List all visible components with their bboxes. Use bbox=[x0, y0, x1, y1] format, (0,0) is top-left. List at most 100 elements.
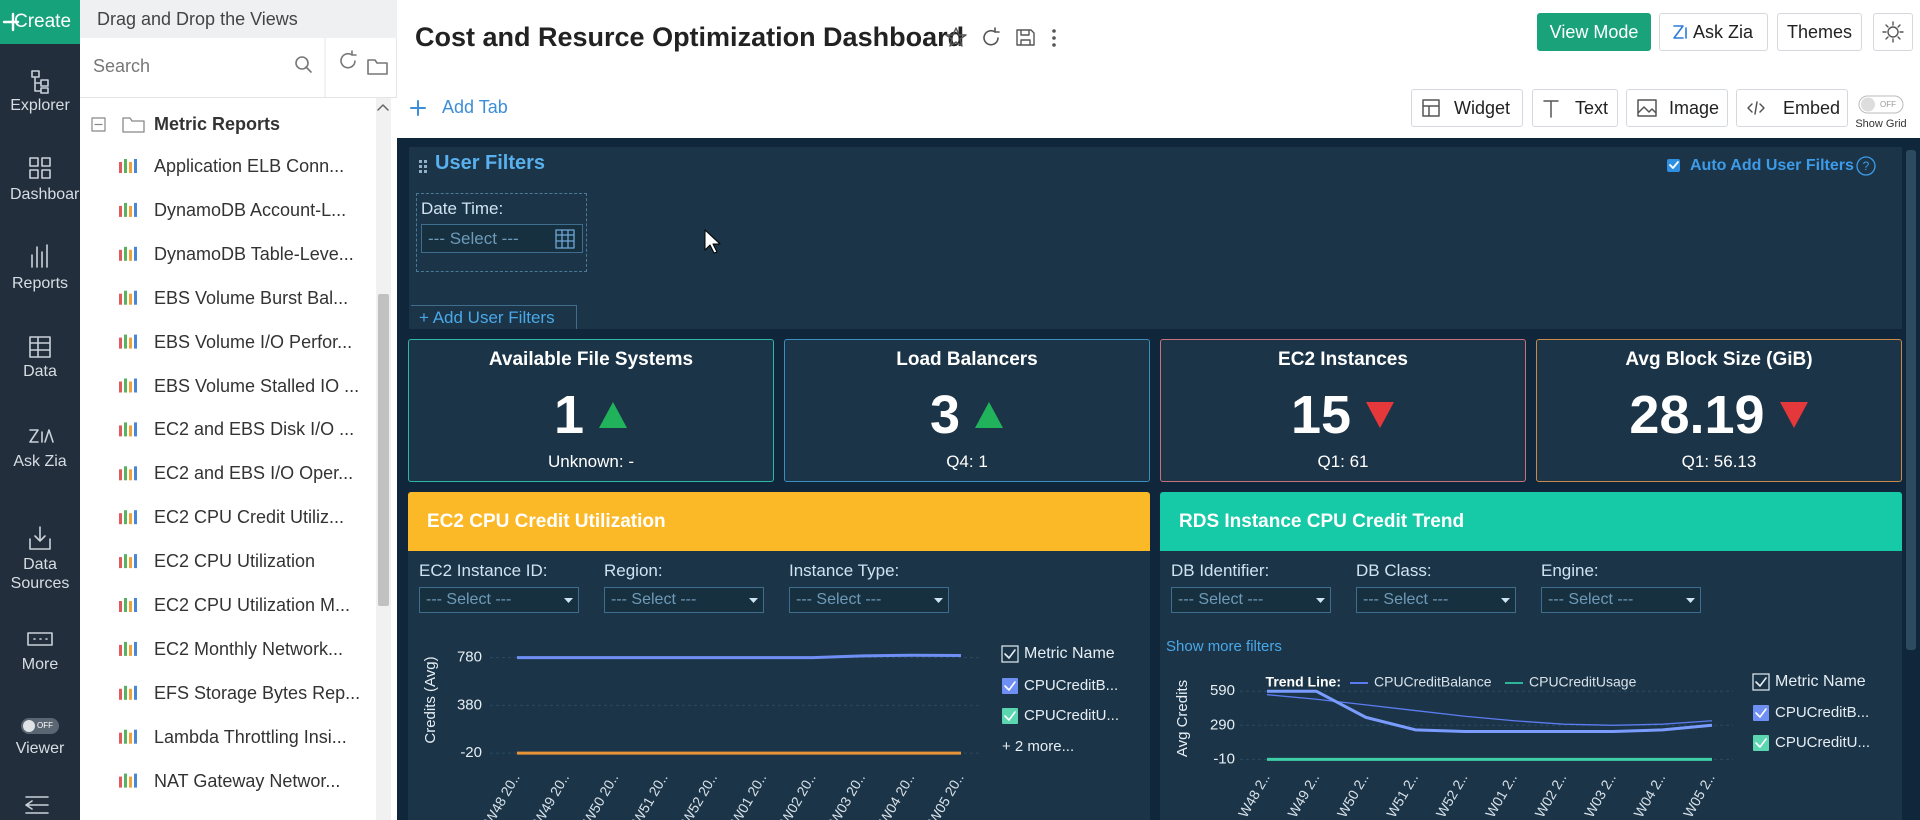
report-icon-bar bbox=[124, 598, 127, 612]
header-button[interactable]: Themes bbox=[1777, 13, 1862, 51]
report-icon-bar bbox=[129, 205, 132, 217]
report-icon-bar bbox=[134, 334, 137, 349]
report-item[interactable]: EC2 Monthly Network... bbox=[154, 638, 344, 659]
filter-label: Instance Type: bbox=[789, 561, 900, 580]
filter-select[interactable]: --- Select --- bbox=[1356, 587, 1516, 613]
header-button[interactable]: Ask Zia bbox=[1659, 13, 1768, 51]
report-icon-bar bbox=[119, 644, 122, 656]
filter-select[interactable]: --- Select --- bbox=[604, 587, 764, 613]
report-item[interactable]: DynamoDB Table-Leve... bbox=[154, 243, 354, 264]
report-icon-bar bbox=[129, 381, 132, 393]
add-user-filter[interactable]: + Add User Filters bbox=[411, 305, 577, 329]
report-icon-bar bbox=[119, 688, 122, 700]
grid-toggle-text: OFF bbox=[1880, 100, 1896, 109]
report-icon-bar bbox=[119, 293, 122, 305]
report-icon-bar bbox=[119, 732, 122, 744]
kpi-trend-arrow bbox=[599, 402, 628, 428]
more-dot bbox=[1052, 43, 1056, 47]
add-tab-icon bbox=[410, 100, 426, 116]
report-item[interactable]: Application ELB Conn... bbox=[154, 156, 345, 176]
kpi-trend-triangle bbox=[1779, 402, 1808, 428]
report-icon-bar bbox=[134, 554, 137, 569]
search-input[interactable]: Search bbox=[93, 56, 150, 77]
report-icon-bar bbox=[134, 685, 137, 700]
kpi-value-row: 1 bbox=[408, 385, 774, 445]
kpi-title: Load Balancers bbox=[896, 349, 1038, 370]
report-item[interactable]: EC2 CPU Utilization M... bbox=[154, 595, 351, 615]
auto-add-label[interactable]: Auto Add User Filters bbox=[1690, 157, 1854, 174]
report-icon-bar bbox=[119, 469, 122, 481]
report-icon-bar bbox=[134, 202, 137, 217]
report-item[interactable]: EFS Storage Bytes Rep... bbox=[154, 682, 361, 703]
nav-item[interactable]: More bbox=[21, 656, 59, 673]
save-icon bbox=[1016, 29, 1035, 46]
nav-item[interactable]: Dashboards bbox=[10, 186, 80, 203]
toolbar-button[interactable]: Embed bbox=[1736, 89, 1848, 127]
nav-item[interactable]: Data Sources bbox=[10, 556, 70, 592]
report-icon-bar bbox=[134, 246, 137, 261]
canvas-scrollbar[interactable] bbox=[1906, 150, 1916, 650]
report-icon-bar bbox=[134, 422, 137, 437]
nav-item[interactable]: Explorer bbox=[10, 97, 70, 114]
date-select-text: --- Select --- bbox=[428, 229, 519, 248]
settings-button[interactable] bbox=[1873, 13, 1913, 51]
report-item[interactable]: Lambda Throttling Insi... bbox=[154, 726, 347, 747]
report-item[interactable]: EBS Volume I/O Perfor... bbox=[154, 331, 353, 352]
nav-item[interactable]: Reports bbox=[11, 275, 69, 292]
report-icon-bar bbox=[129, 249, 132, 261]
report-icon-bar bbox=[124, 510, 127, 525]
kpi-trend-arrow bbox=[1366, 402, 1395, 428]
filter-select[interactable]: --- Select --- bbox=[789, 587, 949, 613]
toolbar-button[interactable]: Text bbox=[1532, 89, 1618, 127]
report-icon-bar bbox=[129, 776, 132, 788]
kpi-value: 1 bbox=[553, 385, 585, 445]
report-icon-bar bbox=[124, 554, 127, 569]
explorer-title: Drag and Drop the Views bbox=[97, 9, 298, 29]
nav-bar bbox=[0, 0, 80, 820]
filter-label: Region: bbox=[604, 561, 663, 580]
filter-select[interactable]: --- Select --- bbox=[1541, 587, 1701, 613]
kpi-title: EC2 Instances bbox=[1278, 349, 1408, 370]
report-icon-bar bbox=[129, 644, 132, 656]
create-button[interactable]: Create bbox=[0, 0, 80, 44]
filter-label: DB Class: bbox=[1356, 561, 1432, 580]
kpi-sub: Unknown: - bbox=[548, 452, 634, 471]
report-item[interactable]: NAT Gateway Networ... bbox=[154, 770, 341, 791]
report-item[interactable]: EC2 and EBS Disk I/O ... bbox=[154, 419, 355, 440]
nav-item[interactable]: Data bbox=[23, 363, 57, 380]
report-item[interactable]: EC2 CPU Credit Utiliz... bbox=[154, 507, 345, 528]
more-filters-link[interactable]: Show more filters bbox=[1166, 638, 1282, 655]
widget-header bbox=[1160, 492, 1902, 551]
report-item[interactable]: EC2 and EBS I/O Oper... bbox=[154, 463, 354, 484]
filter-select[interactable]: --- Select --- bbox=[1171, 587, 1331, 613]
report-icon-bar bbox=[124, 729, 127, 744]
report-icon-bar bbox=[134, 159, 137, 173]
add-tab[interactable]: Add Tab bbox=[442, 97, 508, 117]
report-item[interactable]: EC2 CPU Utilization bbox=[154, 551, 316, 572]
report-item[interactable]: EBS Volume Stalled IO ... bbox=[154, 375, 360, 396]
report-item[interactable]: DynamoDB Account-L... bbox=[154, 199, 347, 220]
nav-item[interactable]: Ask Zia bbox=[13, 453, 67, 470]
report-icon-bar bbox=[124, 641, 127, 656]
report-icon-bar bbox=[124, 290, 127, 305]
collapse-box bbox=[91, 117, 106, 132]
toolbar-button[interactable]: Widget bbox=[1411, 89, 1523, 127]
filter-select[interactable]: --- Select --- bbox=[419, 587, 579, 613]
report-icon-bar bbox=[119, 776, 122, 788]
report-icon-bar bbox=[129, 513, 132, 525]
scrollbar-thumb[interactable] bbox=[378, 294, 389, 606]
date-select[interactable]: --- Select --- bbox=[421, 224, 583, 253]
report-icon-bar bbox=[124, 466, 127, 481]
kpi-title: Available File Systems bbox=[488, 349, 694, 370]
report-item[interactable]: EBS Volume Burst Bal... bbox=[154, 287, 349, 308]
folder-label[interactable]: Metric Reports bbox=[154, 114, 280, 135]
report-icon-bar bbox=[129, 469, 132, 481]
header-button[interactable]: View Mode bbox=[1537, 13, 1651, 51]
date-filter-box bbox=[416, 193, 587, 272]
report-icon-bar bbox=[119, 601, 122, 612]
toolbar-button[interactable]: Image bbox=[1626, 89, 1728, 127]
report-icon-bar bbox=[129, 162, 132, 173]
kpi-card bbox=[1160, 339, 1526, 482]
dashboard-title: Cost and Resurce Optimization Dashboard bbox=[415, 22, 965, 52]
